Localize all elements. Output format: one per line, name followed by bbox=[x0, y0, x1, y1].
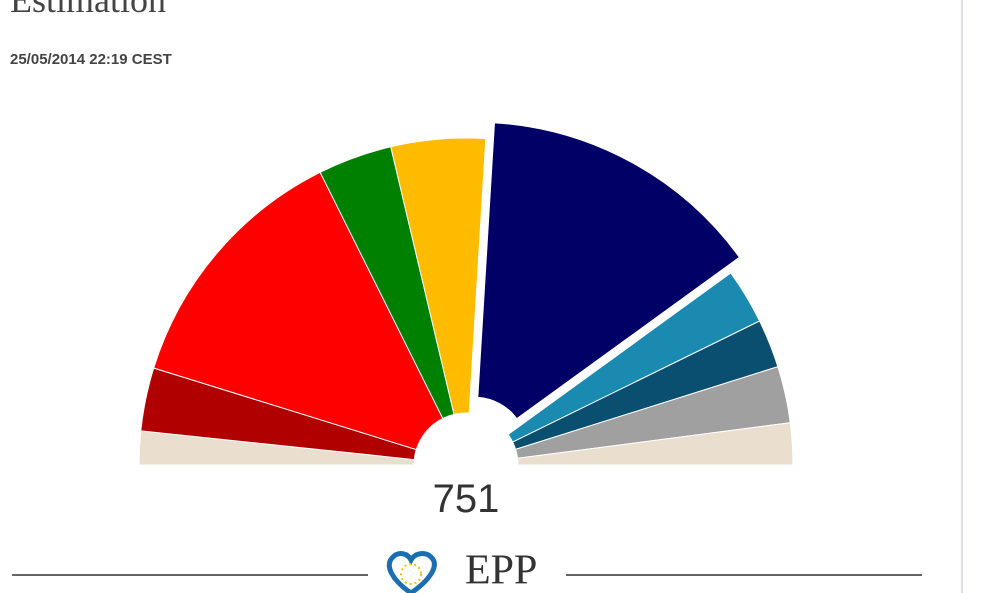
seat-wedge bbox=[517, 422, 794, 466]
seat-wedge bbox=[390, 137, 487, 415]
chart-subtitle: 25/05/2014 22:19 CEST bbox=[10, 51, 172, 68]
party-logo bbox=[386, 551, 437, 593]
party-label: EPP bbox=[465, 548, 537, 593]
chart-title: Estimation bbox=[10, 0, 166, 20]
total-seats: 751 bbox=[433, 477, 500, 521]
seat-wedge bbox=[153, 171, 444, 451]
seat-chart bbox=[138, 122, 794, 466]
seat-wedge bbox=[477, 122, 741, 420]
